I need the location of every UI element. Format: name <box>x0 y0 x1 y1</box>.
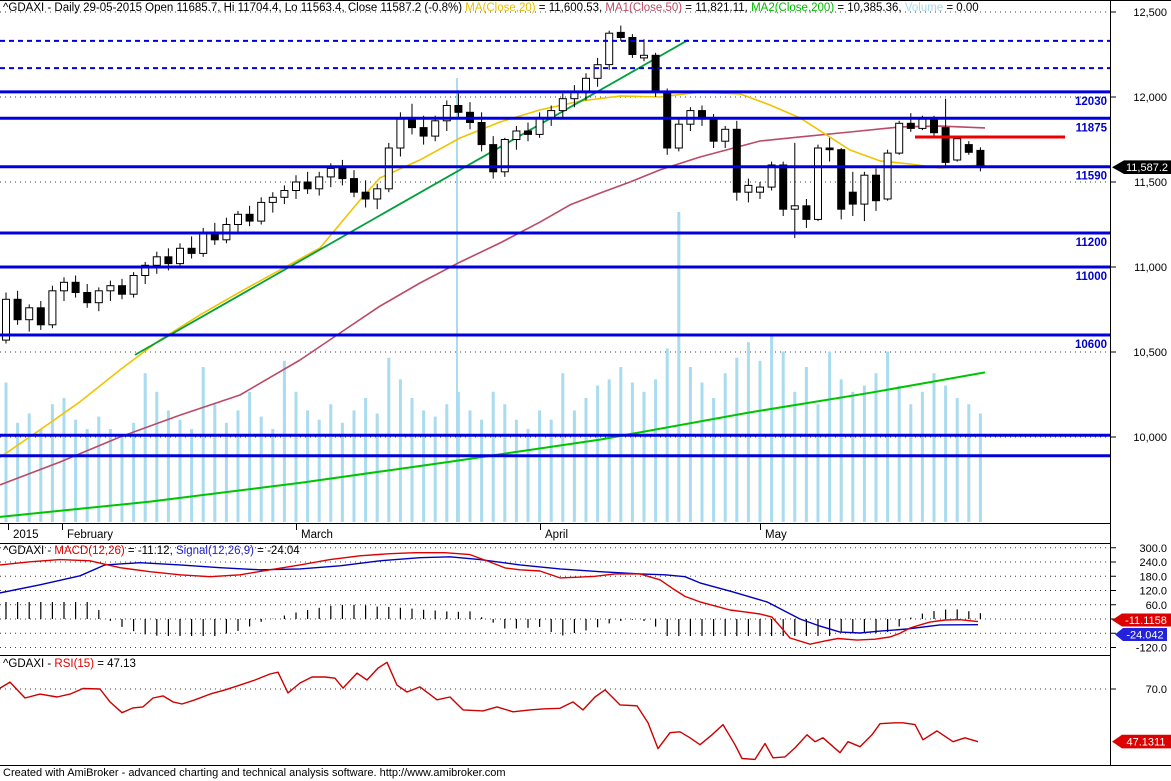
svg-text:10600: 10600 <box>1075 339 1107 351</box>
title-segment: Signal(12,26,9) <box>175 545 254 557</box>
macd-pane-title: ^GDAXI - MACD(12,26) = -11.12, Signal(12… <box>3 545 300 557</box>
svg-text:April: April <box>545 529 568 541</box>
price-pane-title: ^GDAXI - Daily 29-05-2015 Open 11685.7, … <box>3 2 979 14</box>
svg-text:60.0: 60.0 <box>1146 600 1167 612</box>
svg-text:10,500: 10,500 <box>1133 347 1167 359</box>
title-segment: ^GDAXI - Daily 29-05-2015 Open 11685.7, … <box>3 2 466 14</box>
svg-text:March: March <box>301 529 333 541</box>
rsi-pane-title: ^GDAXI - RSI(15) = 47.13 <box>3 658 136 670</box>
title-segment: MA2(Close,200) <box>751 2 835 14</box>
footer-credit: Created with AmiBroker - advanced charti… <box>3 767 506 779</box>
svg-text:240.0: 240.0 <box>1139 557 1167 569</box>
title-segment: = 11,821.11, <box>682 2 752 14</box>
trendline[interactable] <box>134 39 689 356</box>
svg-text:February: February <box>67 529 113 541</box>
title-segment: = -11.12, <box>124 545 176 557</box>
title-segment: Volume <box>904 2 944 14</box>
svg-text:70.0: 70.0 <box>1146 684 1167 696</box>
svg-text:180.0: 180.0 <box>1139 571 1167 583</box>
date-axis: 2015 February March April May <box>8 524 787 541</box>
svg-text:May: May <box>765 529 787 541</box>
svg-text:11875: 11875 <box>1076 122 1108 134</box>
svg-text:2015: 2015 <box>13 529 39 541</box>
support-resistance-lines[interactable]: 12030 11875 11590 11200 11000 10600 <box>0 39 1110 458</box>
title-segment: ^GDAXI - <box>3 545 55 557</box>
svg-text:12,500: 12,500 <box>1133 7 1167 19</box>
svg-text:12030: 12030 <box>1075 96 1107 108</box>
svg-text:300.0: 300.0 <box>1139 543 1167 555</box>
last-price-tag: 11,587.2 <box>1112 160 1171 174</box>
svg-text:12,000: 12,000 <box>1133 92 1167 104</box>
svg-text:11,587.2: 11,587.2 <box>1126 162 1168 174</box>
macd-pane: 300.0240.0180.0120.060.00.0-60.0-120.0-1… <box>0 543 1171 655</box>
title-segment: = 11,600.53, <box>535 2 606 14</box>
svg-text:47.1311: 47.1311 <box>1127 737 1166 749</box>
ma20-line <box>0 91 986 459</box>
svg-text:-120.0: -120.0 <box>1136 643 1167 655</box>
svg-text:120.0: 120.0 <box>1139 586 1167 598</box>
title-segment: = 0.00 <box>943 2 979 14</box>
svg-text:11000: 11000 <box>1076 271 1107 283</box>
svg-text:11,000: 11,000 <box>1134 262 1167 274</box>
title-segment: = 47.13 <box>94 658 136 670</box>
svg-text:11,500: 11,500 <box>1134 177 1167 189</box>
svg-text:11200: 11200 <box>1076 237 1107 249</box>
title-segment: MACD(12,26) <box>54 545 125 557</box>
svg-text:-24.042: -24.042 <box>1126 630 1163 642</box>
candlestick-series <box>2 25 985 344</box>
ma50-line <box>0 125 986 486</box>
title-segment: = -24.04 <box>253 545 300 557</box>
title-segment: MA1(Close,50) <box>605 2 683 14</box>
svg-text:10,000: 10,000 <box>1133 432 1167 444</box>
svg-text:11590: 11590 <box>1076 171 1107 183</box>
title-segment: ^GDAXI - <box>3 658 55 670</box>
title-segment: = 10,385.36, <box>834 2 905 14</box>
svg-text:-11.1158: -11.1158 <box>1125 615 1167 627</box>
volume-bars <box>4 78 982 522</box>
ma200-line <box>0 371 986 518</box>
title-segment: RSI(15) <box>54 658 95 670</box>
price-grid-and-axis: 12,500 12,000 11,500 11,000 10,500 10,000 <box>0 7 1167 444</box>
title-segment: MA(Close,20) <box>465 2 536 14</box>
rsi-pane: 70.0 47.1311 <box>0 661 1171 761</box>
